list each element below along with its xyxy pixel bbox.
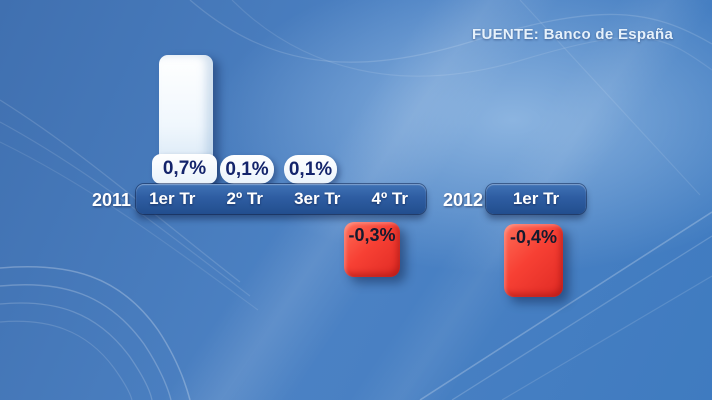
bar-2012-q1-negative: -0,4% xyxy=(504,224,563,297)
bar-2011-q4-negative: -0,3% xyxy=(344,222,400,277)
axis-bar-2011: 1er Tr 2º Tr 3er Tr 4º Tr xyxy=(136,184,426,214)
value-label-2011-q2: 0,1% xyxy=(220,155,274,184)
value-label-2011-q3: 0,1% xyxy=(284,155,337,184)
source-attribution: FUENTE: Banco de España xyxy=(472,26,674,43)
year-label-2011: 2011 xyxy=(92,190,132,210)
quarter-label-2011-q3: 3er Tr xyxy=(294,189,341,208)
quarter-label-2011-q4: 4º Tr xyxy=(371,189,408,208)
quarter-label-2012-q1: 1er Tr xyxy=(512,189,560,208)
quarter-label-2011-q1: 1er Tr xyxy=(149,189,196,208)
quarter-label-2011-q2: 2º Tr xyxy=(226,189,263,208)
axis-bar-2012: 1er Tr xyxy=(486,184,586,214)
value-label-2011-q1: 0,7% xyxy=(152,154,217,184)
year-label-2012: 2012 xyxy=(443,190,484,210)
